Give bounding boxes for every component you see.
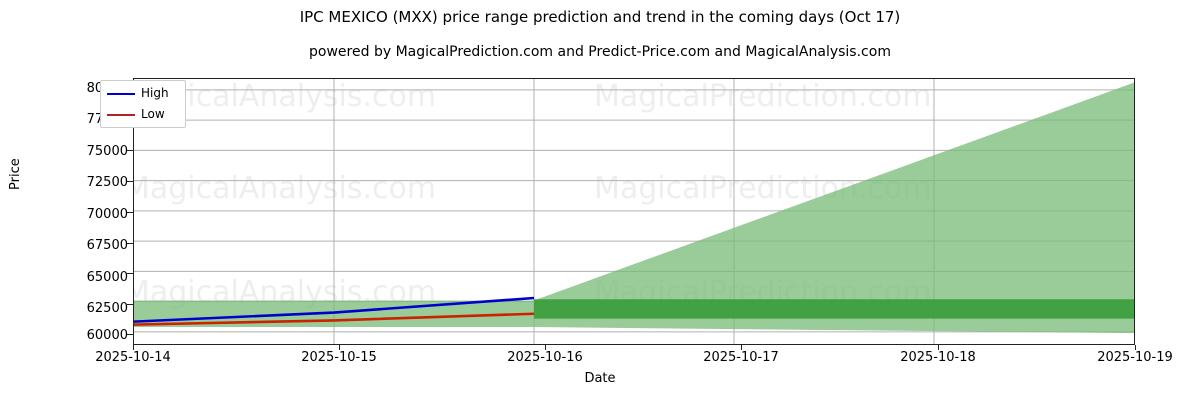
series-line-high: [134, 296, 535, 323]
y-tick-label-75000: 75000: [86, 144, 128, 159]
x-tick-label-2025-10-18: 2025-10-18: [900, 350, 976, 365]
y-tick-label-70000: 70000: [86, 207, 128, 222]
chart-title: IPC MEXICO (MXX) price range prediction …: [299, 8, 901, 26]
x-tick-mark: [545, 345, 546, 350]
x-tick-mark: [938, 345, 939, 350]
band-outer-forecast-range: [134, 82, 1134, 334]
x-tick-label-2025-10-14: 2025-10-14: [95, 350, 171, 365]
series-line-low: [134, 312, 535, 326]
x-tick-mark: [741, 345, 742, 350]
y-tick-mark: [127, 334, 133, 335]
legend-item-high[interactable]: High: [101, 84, 185, 104]
legend-label-high: High: [141, 86, 169, 100]
plot-area: MagicalAnalysis.com MagicalPrediction.co…: [133, 78, 1135, 345]
y-tick-mark: [127, 304, 133, 305]
y-tick-label-72500: 72500: [86, 175, 128, 190]
y-tick-mark: [127, 243, 133, 244]
legend-swatch-low: [107, 114, 135, 116]
y-tick-label-67500: 67500: [86, 238, 128, 253]
x-tick-mark: [133, 345, 134, 350]
x-tick-label-2025-10-19: 2025-10-19: [1097, 350, 1173, 365]
x-tick-label-2025-10-17: 2025-10-17: [703, 350, 779, 365]
chart-subtitle: powered by MagicalPrediction.com and Pre…: [309, 44, 891, 60]
y-tick-mark: [127, 150, 133, 151]
legend-label-low: Low: [141, 107, 165, 121]
x-tick-label-2025-10-15: 2025-10-15: [301, 350, 377, 365]
x-tick-label-2025-10-16: 2025-10-16: [507, 350, 583, 365]
x-axis-label: Date: [584, 371, 616, 386]
y-tick-mark: [127, 181, 133, 182]
chart-legend: High Low: [100, 80, 186, 128]
x-tick-mark: [1135, 345, 1136, 350]
y-tick-label-62500: 62500: [86, 301, 128, 316]
y-tick-mark: [127, 273, 133, 274]
x-tick-mark: [339, 345, 340, 350]
legend-swatch-high: [107, 93, 135, 95]
y-axis-label: Price: [8, 158, 23, 190]
y-tick-label-65000: 65000: [86, 270, 128, 285]
legend-item-low[interactable]: Low: [101, 105, 185, 125]
y-tick-mark: [127, 212, 133, 213]
chart-canvas: [134, 79, 1134, 344]
band-inner-forecast-range: [534, 299, 1134, 319]
y-tick-label-60000: 60000: [86, 328, 128, 343]
